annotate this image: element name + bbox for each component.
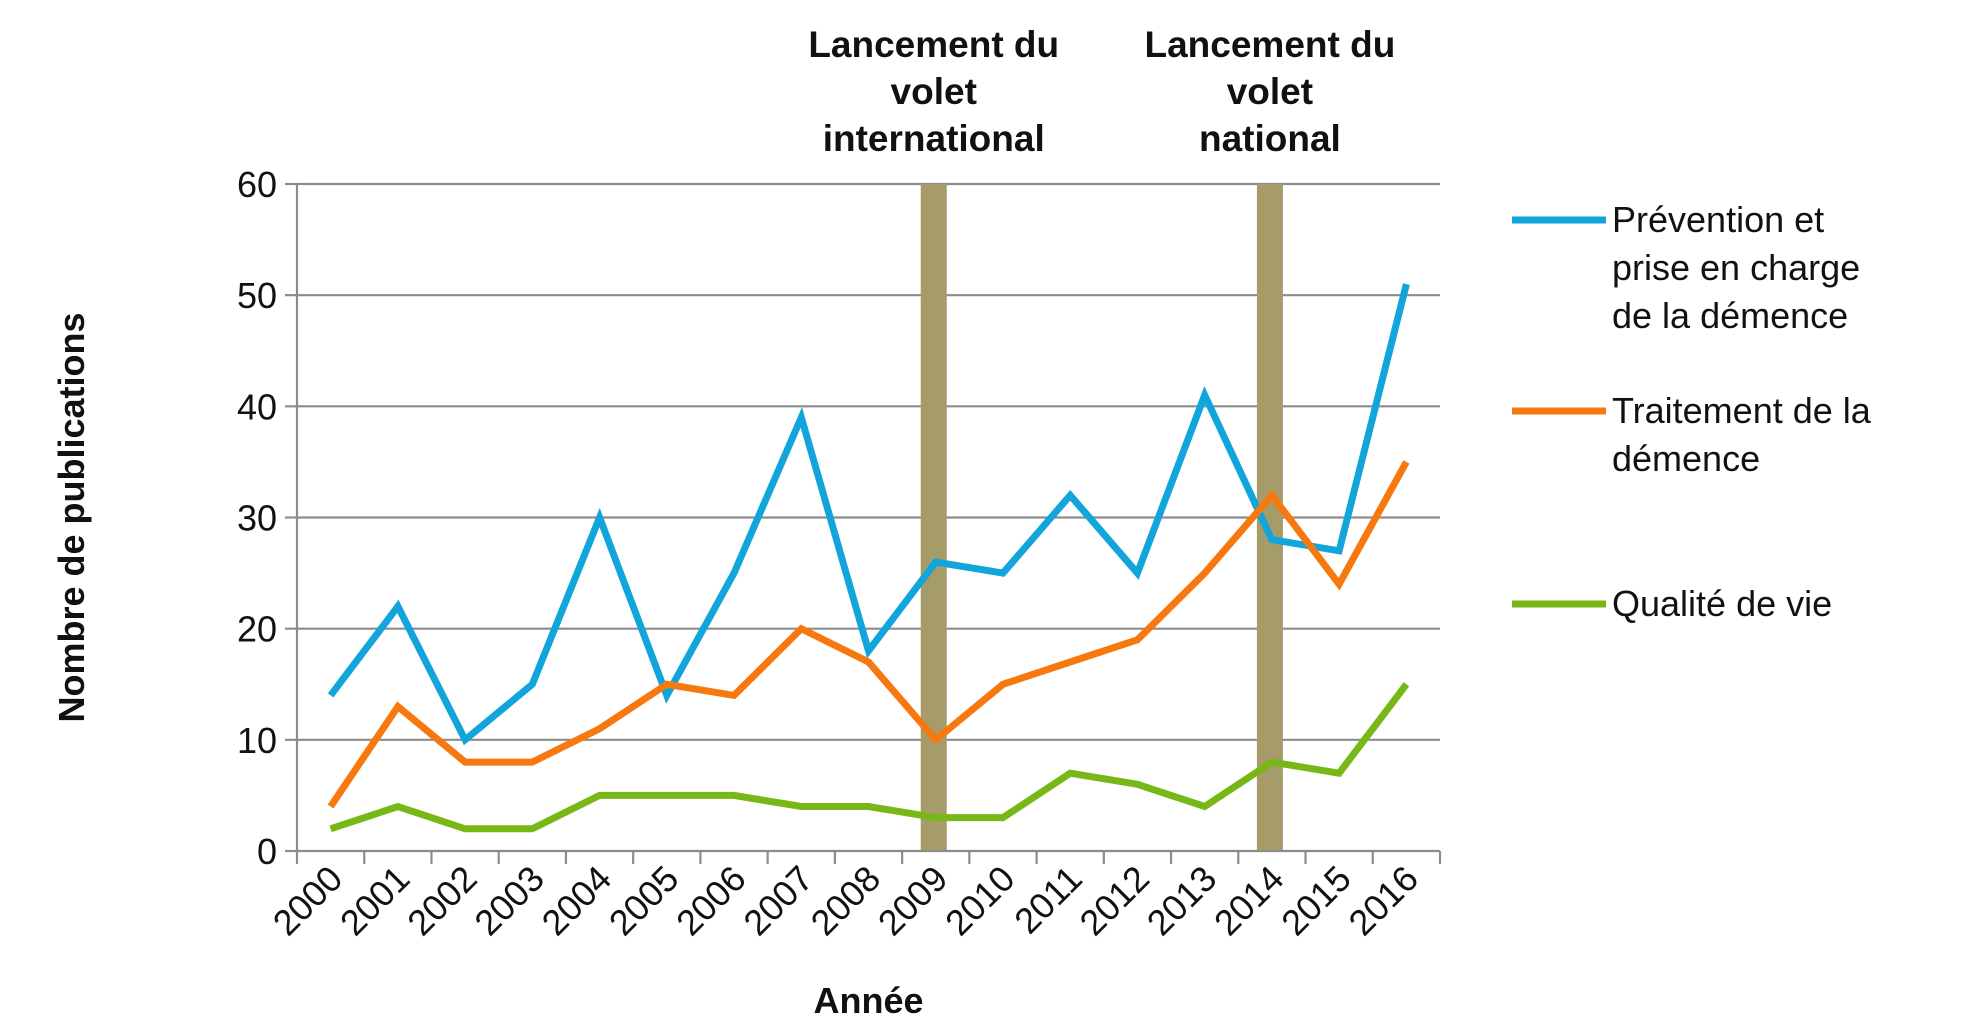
series-line xyxy=(327,460,1410,809)
y-tick-label: 30 xyxy=(237,498,277,539)
y-axis-title: Nombre de publications xyxy=(51,312,92,722)
y-tick-label: 50 xyxy=(237,275,277,316)
annotation-band xyxy=(920,184,947,851)
series-lines xyxy=(327,283,1410,833)
legend: Prévention et prise en charge de la démenc… xyxy=(1512,199,1872,624)
x-tick-label: 2012 xyxy=(1071,858,1157,944)
x-tick-label: 2011 xyxy=(1006,858,1090,942)
x-tick-label: 2001 xyxy=(332,858,418,944)
x-axis-title: Année xyxy=(813,980,923,1021)
x-tick-label: 2006 xyxy=(668,858,754,944)
x-tick-label: 2005 xyxy=(601,858,687,944)
x-tick-label: 2015 xyxy=(1273,858,1359,944)
x-tick-label: 2013 xyxy=(1139,858,1225,944)
x-tick-label: 2002 xyxy=(399,858,485,944)
x-tick-label: 2007 xyxy=(735,858,821,944)
x-tick-label: 2010 xyxy=(937,858,1023,944)
legend-label: de la démence xyxy=(1612,295,1848,336)
annotation-label: national xyxy=(1199,118,1341,159)
series-line xyxy=(329,682,1410,833)
y-tick-label: 40 xyxy=(237,386,277,427)
x-tick-label: 2004 xyxy=(534,858,620,944)
y-tick-label: 60 xyxy=(237,164,277,205)
legend-label: Qualité de vie xyxy=(1612,583,1832,624)
x-tick-label: 2008 xyxy=(803,858,889,944)
annotation-label: volet xyxy=(1227,71,1313,112)
annotation-label: international xyxy=(823,118,1045,159)
annotation-label: Lancement du xyxy=(1144,24,1395,65)
gridlines xyxy=(297,182,1440,741)
x-tick-label: 2009 xyxy=(870,858,956,944)
x-tick-label: 2014 xyxy=(1206,858,1292,944)
y-tick-label: 20 xyxy=(237,609,277,650)
legend-label: démence xyxy=(1612,438,1760,479)
y-tick-label: 0 xyxy=(257,831,277,872)
annotation-label: volet xyxy=(891,71,977,112)
x-tick-label: 2000 xyxy=(265,858,351,944)
x-tick-label: 2016 xyxy=(1340,858,1426,944)
annotation-markers: Lancement du volet international Lancement … xyxy=(808,24,1395,851)
legend-label: Traitement de la xyxy=(1612,390,1872,431)
x-tick-label: 2003 xyxy=(466,858,552,944)
legend-label: prise en charge xyxy=(1612,247,1860,288)
y-tick-label: 10 xyxy=(237,720,277,761)
legend-label: Prévention et xyxy=(1612,199,1824,240)
series-line xyxy=(327,283,1410,746)
annotation-label: Lancement du xyxy=(808,24,1059,65)
